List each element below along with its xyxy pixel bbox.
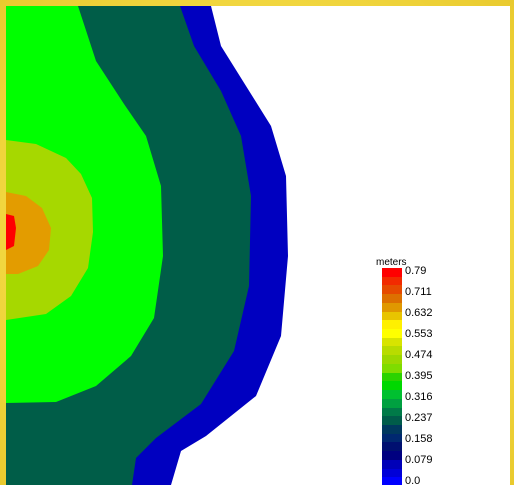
legend-swatch xyxy=(382,459,402,470)
legend-swatch xyxy=(382,302,402,313)
legend-unit-label: meters xyxy=(376,257,407,268)
legend-swatch xyxy=(382,276,402,286)
legend-label-0-395: 0.395 xyxy=(405,370,433,382)
legend-swatch xyxy=(382,346,402,356)
legend-label-0-316: 0.316 xyxy=(405,391,433,403)
legend-swatch xyxy=(382,268,402,278)
legend-swatch xyxy=(382,363,402,374)
legend-swatch xyxy=(382,355,402,365)
legend-label-0-711: 0.711 xyxy=(405,286,432,298)
legend-label-0-79: 0.79 xyxy=(405,265,427,277)
legend-swatch xyxy=(382,416,402,426)
legend-swatch xyxy=(382,407,402,417)
legend-swatch xyxy=(382,451,402,461)
legend-swatch xyxy=(382,320,402,330)
legend-label-0-474: 0.474 xyxy=(405,349,433,361)
legend-swatch xyxy=(382,294,402,304)
legend-swatch xyxy=(382,390,402,400)
legend-swatch xyxy=(382,329,402,339)
plot-viewport[interactable]: meters 0.79 0.711 0.632 0.553 0.474 0.39… xyxy=(6,6,510,485)
legend-swatch xyxy=(382,468,402,478)
legend-swatch xyxy=(382,311,402,321)
color-legend: meters 0.79 0.711 0.632 0.553 0.474 0.39… xyxy=(376,258,476,485)
legend-label-0-0: 0.0 xyxy=(405,475,421,485)
legend-swatch xyxy=(382,381,402,391)
contour-plot xyxy=(6,6,288,485)
legend-swatch xyxy=(382,477,402,485)
legend-swatch xyxy=(382,337,402,347)
legend-swatch xyxy=(382,285,402,295)
legend-label-0-158: 0.158 xyxy=(405,433,433,445)
legend-label-0-553: 0.553 xyxy=(405,328,433,340)
legend-swatch xyxy=(382,442,402,452)
legend-swatch xyxy=(382,398,402,409)
legend-label-0-079: 0.079 xyxy=(405,454,433,466)
contour-band-0-79 xyxy=(6,214,16,250)
contour-band-0-632 xyxy=(6,192,51,274)
legend-label-0-632: 0.632 xyxy=(405,307,433,319)
legend-label-0-237: 0.237 xyxy=(405,412,433,424)
legend-swatch xyxy=(382,433,402,443)
legend-swatch xyxy=(382,372,402,382)
legend-swatch xyxy=(382,424,402,435)
